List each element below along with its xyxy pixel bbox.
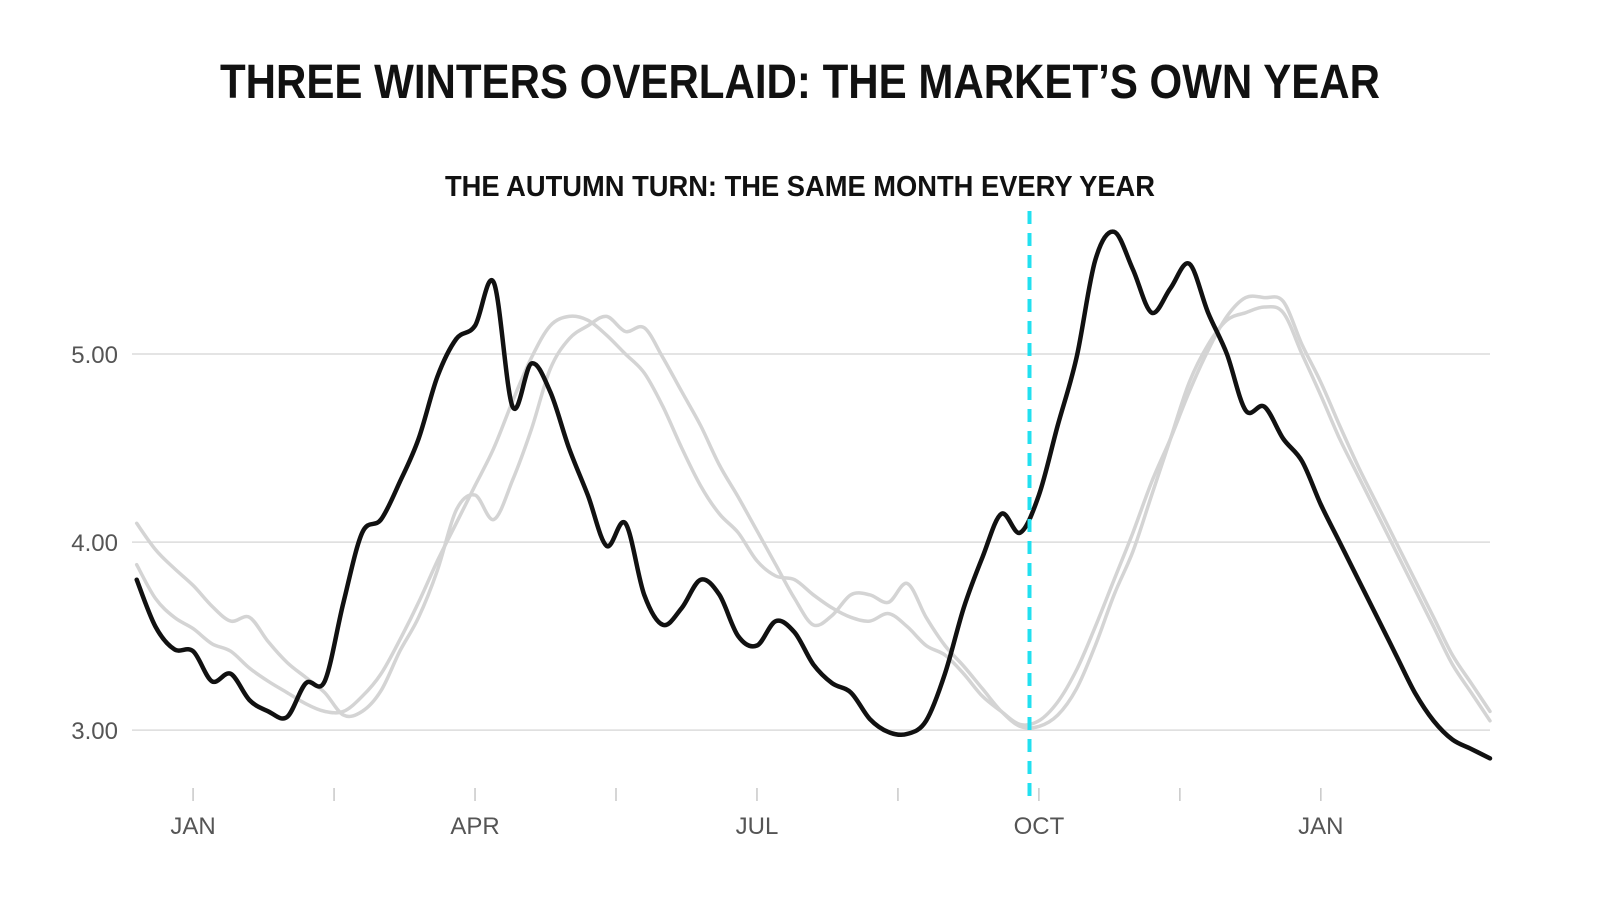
x-tick-label: JUL [736, 813, 779, 840]
x-tick-label: APR [450, 813, 499, 840]
chart-subtitle: THE AUTUMN TURN: THE SAME MONTH EVERY YE… [445, 171, 1155, 203]
x-tick-label: OCT [1014, 813, 1065, 840]
series-line-highlight [134, 229, 1493, 761]
series-line-muted [134, 294, 1492, 727]
series-lines [134, 229, 1493, 761]
x-tick-label: JAN [1298, 813, 1343, 840]
gridlines [132, 353, 1490, 731]
y-tick-label: 4.00 [71, 530, 118, 557]
y-tick-label: 5.00 [71, 342, 118, 369]
axes: 3.00 4.00 5.00 JAN APR JUL OCT JAN [71, 342, 1343, 840]
series-line-muted [134, 304, 1492, 730]
x-tick-label: JAN [170, 813, 215, 840]
chart-title: THREE WINTERS OVERLAID: THE MARKET’S OWN… [220, 56, 1380, 109]
y-tick-label: 3.00 [71, 718, 118, 745]
